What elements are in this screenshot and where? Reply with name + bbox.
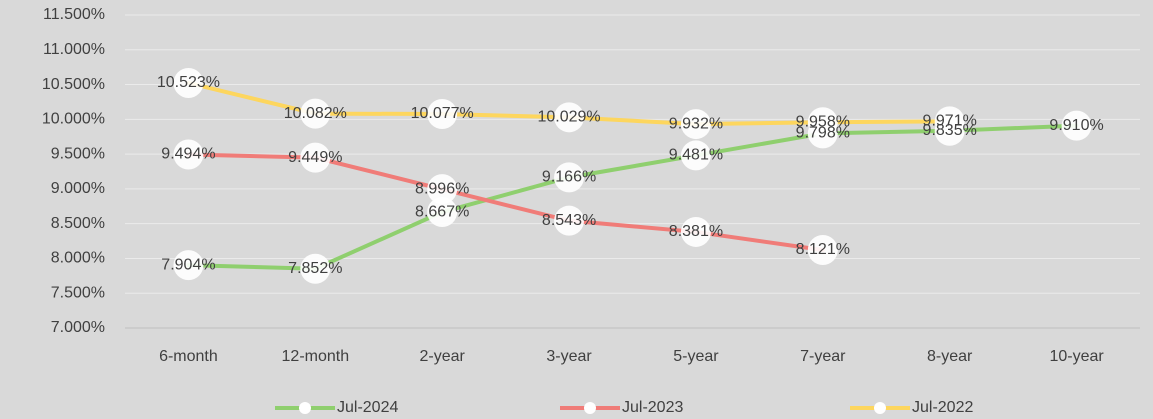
data-label: 9.932% (669, 115, 723, 132)
data-label: 9.166% (542, 169, 596, 186)
marker (680, 109, 711, 140)
legend-marker (874, 402, 886, 414)
marker (300, 142, 331, 173)
y-tick-label: 8.500% (51, 215, 105, 232)
marker (807, 235, 838, 266)
marker (680, 216, 711, 247)
legend-marker (584, 402, 596, 414)
marker (427, 197, 458, 228)
y-tick-label: 10.500% (42, 76, 105, 93)
x-tick-label: 2-year (420, 348, 466, 365)
x-tick-label: 8-year (927, 348, 973, 365)
marker (300, 253, 331, 284)
series-line (186, 152, 825, 253)
data-label: 10.029% (537, 109, 600, 126)
y-tick-label: 10.000% (42, 111, 105, 128)
x-tick-label: 3-year (546, 348, 592, 365)
x-tick-label: 10-year (1049, 348, 1104, 365)
y-tick-label: 7.500% (51, 284, 105, 301)
data-label: 10.077% (411, 105, 474, 122)
legend-label: Jul-2024 (337, 399, 398, 416)
data-label: 10.082% (284, 105, 347, 122)
data-label: 9.835% (923, 122, 977, 139)
y-tick-label: 7.000% (51, 319, 105, 336)
marker (680, 140, 711, 171)
x-tick-label: 5-year (673, 348, 719, 365)
marker (554, 102, 585, 133)
marker (807, 107, 838, 138)
data-label: 9.481% (669, 147, 723, 164)
x-tick-label: 12-month (282, 348, 350, 365)
data-label: 9.798% (796, 125, 850, 142)
marker (427, 174, 458, 205)
marker (554, 162, 585, 193)
marker (427, 98, 458, 129)
x-tick-label: 7-year (800, 348, 846, 365)
marker (934, 106, 965, 137)
data-label: 7.904% (161, 256, 215, 273)
y-tick-label: 9.500% (51, 145, 105, 162)
data-label: 9.449% (288, 149, 342, 166)
data-label: 10.523% (157, 74, 220, 91)
data-label: 9.910% (1049, 117, 1103, 134)
marker (173, 67, 204, 98)
y-tick-label: 8.000% (51, 250, 105, 267)
series-line (186, 123, 1079, 271)
data-label: 8.121% (796, 241, 850, 258)
marker (173, 250, 204, 281)
y-tick-label: 9.000% (51, 180, 105, 197)
data-label: 9.958% (796, 113, 850, 130)
x-tick-label: 6-month (159, 348, 218, 365)
marker (300, 98, 331, 129)
marker (1061, 110, 1092, 141)
data-label: 8.543% (542, 212, 596, 229)
legend-marker (299, 402, 311, 414)
y-tick-label: 11.500% (43, 6, 105, 23)
data-label: 8.667% (415, 203, 469, 220)
marker (173, 139, 204, 170)
data-label: 7.852% (288, 260, 342, 277)
data-label: 9.971% (923, 113, 977, 130)
legend-label: Jul-2023 (622, 399, 683, 416)
y-tick-label: 11.000% (43, 41, 105, 58)
legend-label: Jul-2022 (912, 399, 973, 416)
marker (554, 205, 585, 236)
data-label: 8.996% (415, 180, 469, 197)
data-label: 9.494% (161, 146, 215, 163)
data-label: 8.381% (669, 223, 723, 240)
